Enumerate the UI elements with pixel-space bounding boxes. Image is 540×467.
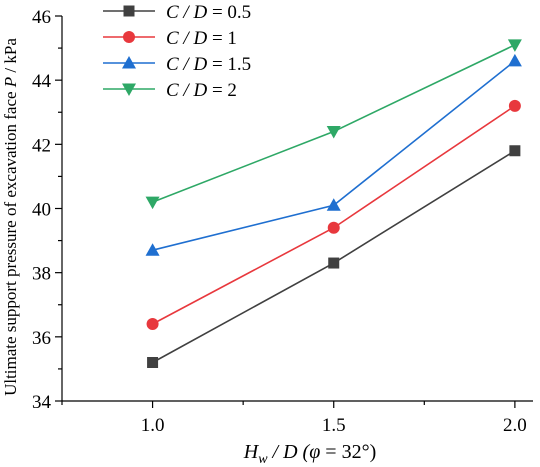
- marker-triangle-down: [145, 196, 160, 210]
- x-tick-label: 2.0: [503, 415, 527, 436]
- marker-triangle-up: [326, 198, 341, 211]
- legend-item: C / D = 1: [103, 28, 237, 49]
- legend-item: C / D = 2: [103, 80, 237, 101]
- y-tick-label: 46: [32, 7, 51, 28]
- legend-item: C / D = 0.5: [103, 2, 251, 23]
- marker-circle: [327, 221, 340, 234]
- marker-circle: [123, 31, 135, 43]
- marker-triangle-down: [326, 126, 341, 139]
- marker-triangle-down: [507, 39, 522, 52]
- marker-triangle-down: [122, 83, 136, 96]
- series-3: [145, 53, 522, 256]
- marker-circle: [508, 99, 521, 112]
- y-tick-label: 40: [32, 200, 51, 221]
- y-tick-label: 42: [32, 135, 51, 156]
- marker-square: [328, 257, 340, 269]
- x-tick-label: 1.0: [141, 415, 165, 436]
- series-group: [145, 39, 522, 368]
- series-4: [145, 39, 522, 210]
- y-tick-label: 44: [32, 71, 52, 92]
- marker-triangle-up: [145, 243, 160, 256]
- legend-label: C / D = 1: [166, 28, 237, 49]
- series-line: [152, 105, 516, 325]
- series-line: [152, 150, 516, 364]
- marker-square: [147, 357, 159, 368]
- series-1: [147, 145, 521, 368]
- legend-label: C / D = 1.5: [166, 54, 251, 75]
- marker-circle: [146, 318, 159, 330]
- y-tick-label: 38: [32, 264, 51, 285]
- legend-label: C / D = 0.5: [166, 2, 251, 23]
- marker-square: [123, 5, 135, 17]
- x-axis-title: Hw / D (φ = 32°): [243, 441, 376, 467]
- series-2: [146, 99, 521, 330]
- marker-triangle-up: [507, 53, 522, 67]
- x-tick-label: 1.5: [322, 415, 346, 436]
- marker-triangle-up: [122, 56, 136, 69]
- y-axis-title: Ultimate support pressure of excavation …: [1, 38, 20, 396]
- axes: 34 36 38 40 42 44 46 1.0 1.5 2.0: [32, 7, 533, 436]
- legend-label: C / D = 2: [166, 80, 237, 101]
- marker-square: [509, 145, 521, 157]
- legend: C / D = 0.5 C / D = 1 C / D = 1.5 C / D = 2: [103, 2, 251, 101]
- legend-item: C / D = 1.5: [103, 54, 251, 75]
- y-tick-label: 34: [32, 392, 52, 413]
- y-tick-label: 36: [32, 328, 51, 349]
